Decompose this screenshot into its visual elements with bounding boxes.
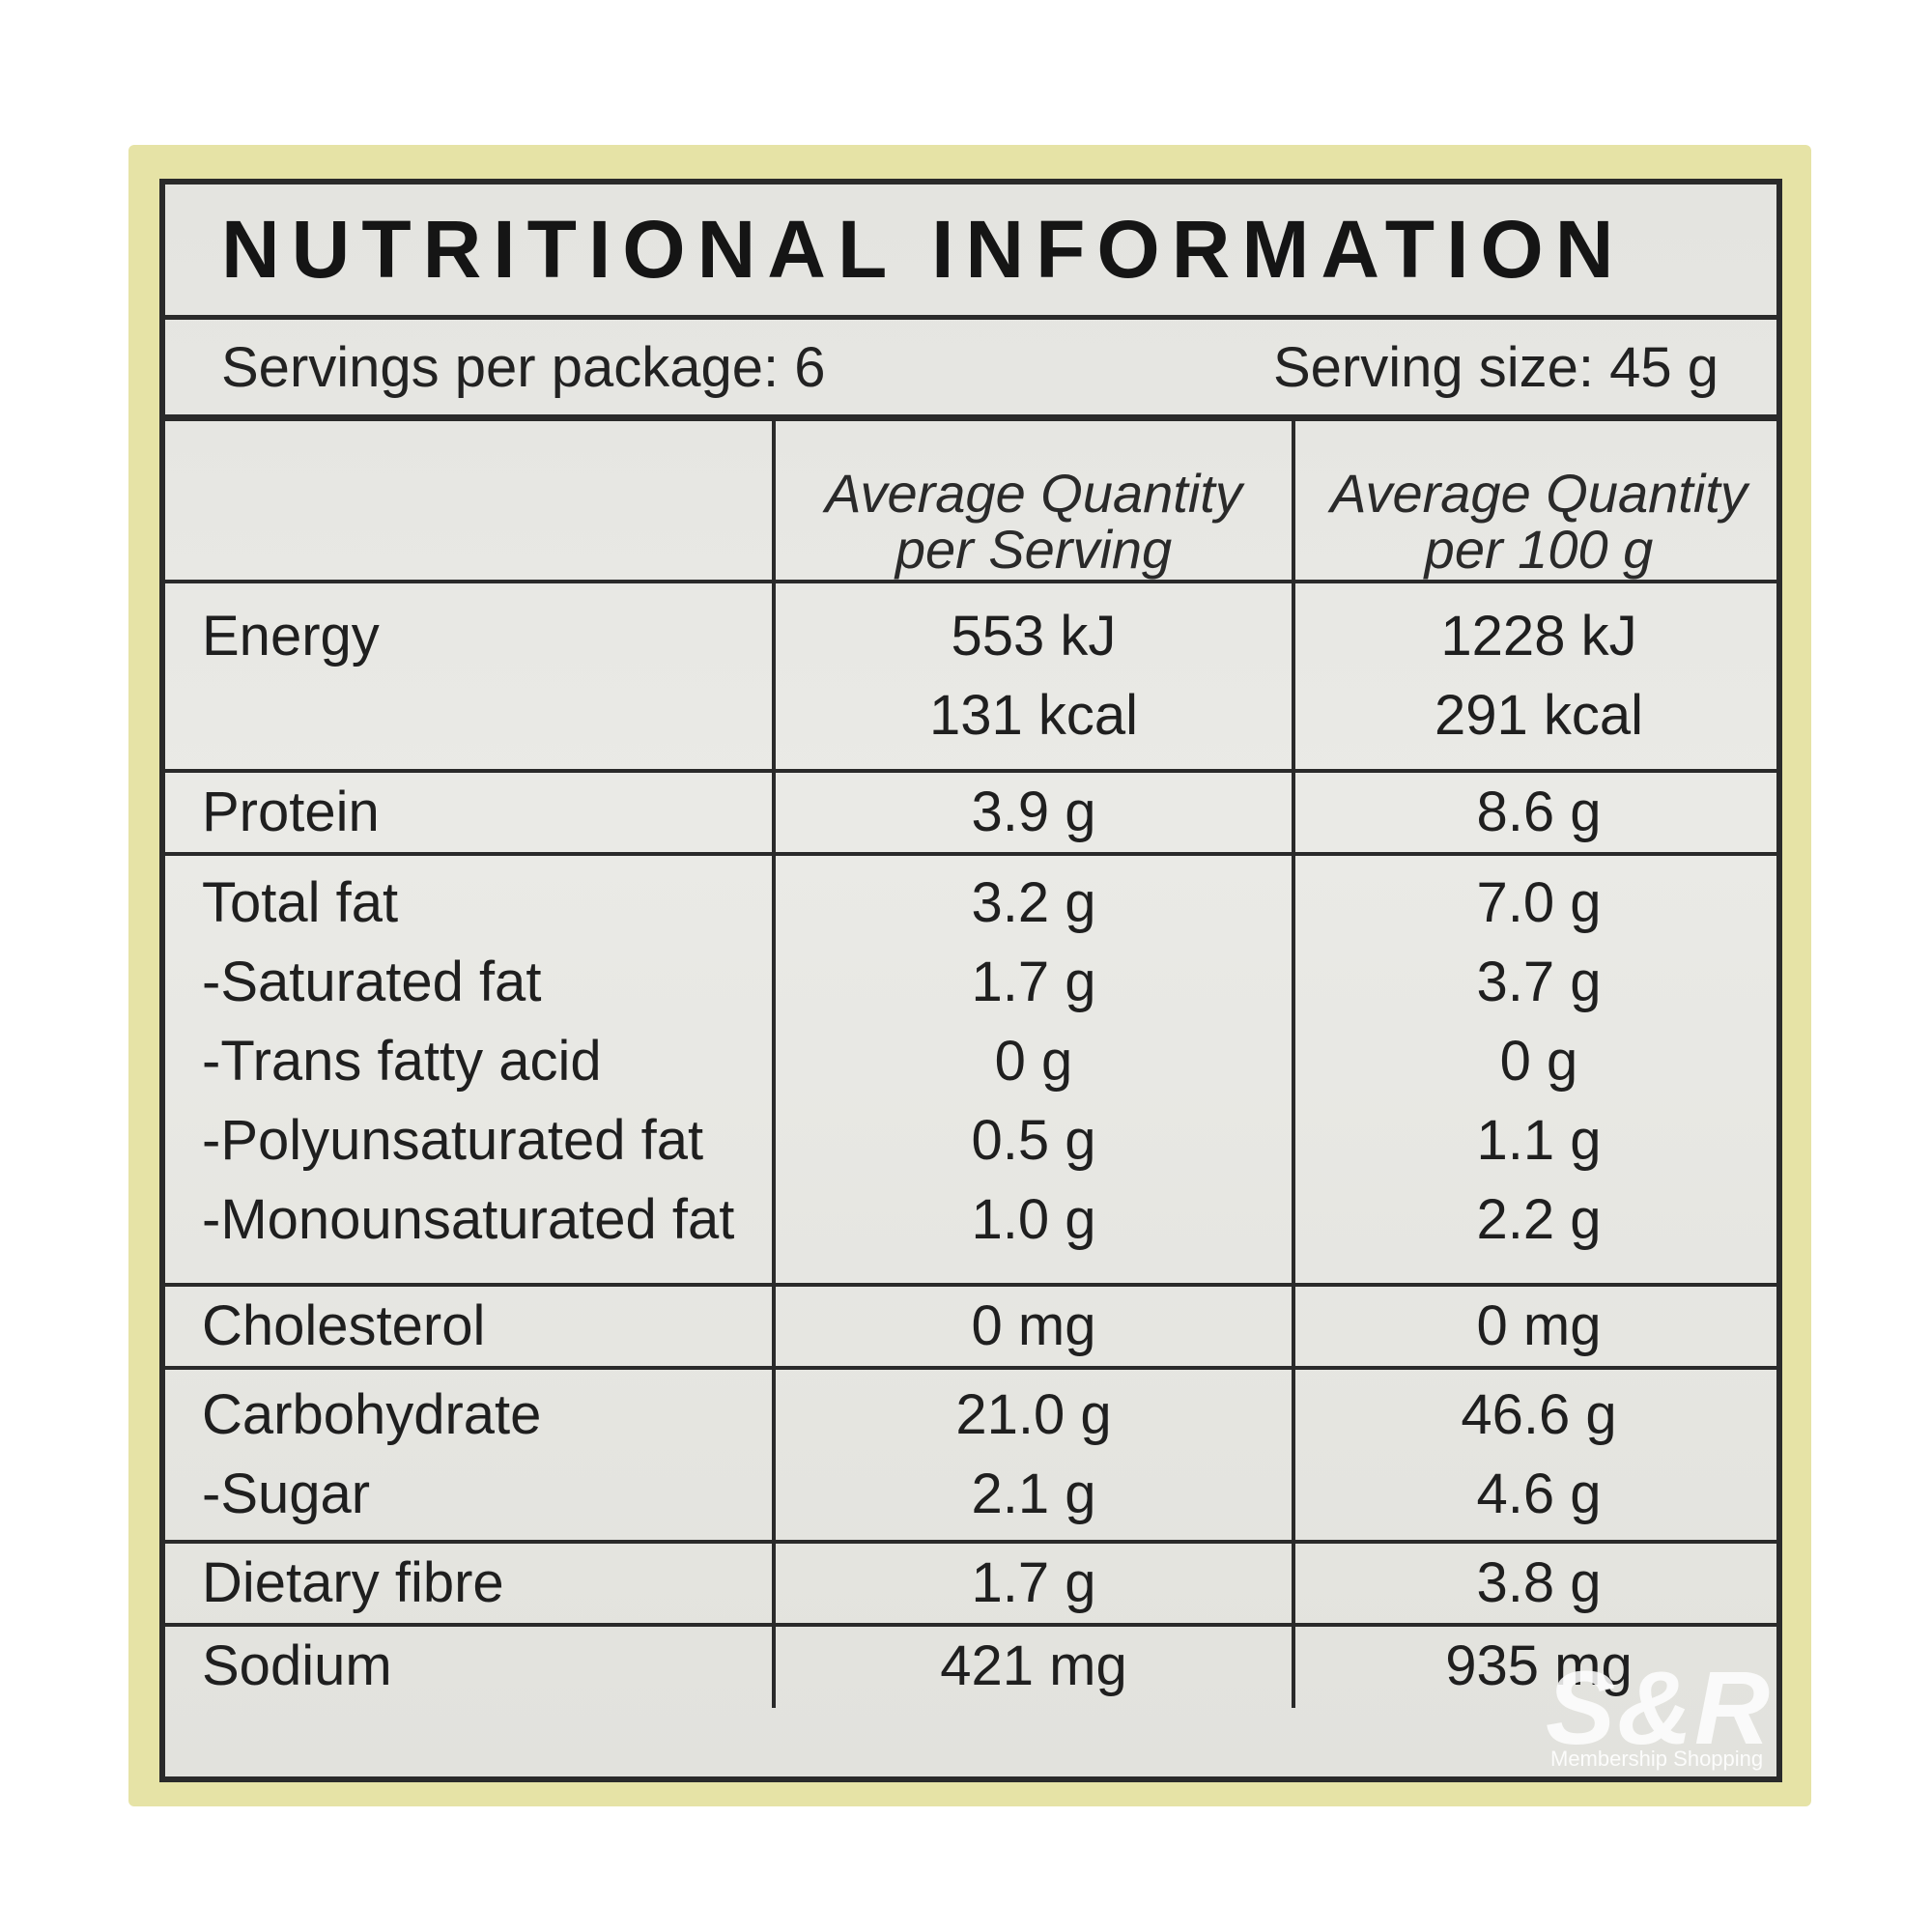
per-100g-cell: 0 mg <box>1295 1287 1782 1366</box>
table-row: Total fat -Saturated fat -Trans fatty ac… <box>165 856 1776 1287</box>
nutrient-label: Cholesterol <box>202 1294 486 1357</box>
per-100g-value: 0 g <box>1499 1030 1578 1093</box>
per-100g-cell: 8.6 g <box>1295 773 1782 852</box>
per-100g-cell: 46.6 g 4.6 g <box>1295 1370 1782 1540</box>
per-serving-value: 1.7 g <box>971 951 1096 1013</box>
serving-size: Serving size: 45 g <box>1272 335 1719 399</box>
per-serving-value: 1.7 g <box>971 1551 1096 1614</box>
per-serving-value: 421 mg <box>940 1634 1127 1697</box>
nutrient-label-cell: Dietary fibre <box>165 1544 776 1623</box>
per-100g-value: 0 mg <box>1476 1294 1602 1357</box>
per-serving-cell: 421 mg <box>776 1627 1295 1708</box>
nutrient-label: Carbohydrate <box>202 1383 542 1446</box>
nutrient-label-cell: Total fat -Saturated fat -Trans fatty ac… <box>165 856 776 1283</box>
per-100g-cell: 7.0 g 3.7 g 0 g 1.1 g 2.2 g <box>1295 856 1782 1283</box>
per-serving-value: 553 kJ <box>951 605 1117 668</box>
per-serving-value: 3.2 g <box>971 871 1096 934</box>
per-100g-value: 46.6 g <box>1461 1383 1617 1446</box>
header-empty-cell <box>165 421 776 580</box>
per-100g-value: 2.2 g <box>1476 1188 1602 1251</box>
per-serving-cell: 3.9 g <box>776 773 1295 852</box>
per-serving-value: 0 mg <box>971 1294 1096 1357</box>
table-row: Energy 553 kJ 131 kcal 1228 kJ 291 kcal <box>165 583 1776 773</box>
header-per-100g: Average Quantity per 100 g <box>1295 421 1782 580</box>
header-per-100g-line2: per 100 g <box>1424 519 1654 580</box>
header-per-serving-line1: Average Quantity <box>825 463 1242 524</box>
table-row: Dietary fibre 1.7 g 3.8 g <box>165 1544 1776 1627</box>
per-serving-value: 21.0 g <box>955 1383 1112 1446</box>
per-serving-value: 3.9 g <box>971 781 1096 843</box>
nutrition-table: Average Quantity per Serving Average Qua… <box>165 421 1776 1708</box>
nutrient-label-cell: Sodium <box>165 1627 776 1708</box>
nutrient-label: Energy <box>202 605 380 668</box>
per-serving-cell: 21.0 g 2.1 g <box>776 1370 1295 1540</box>
table-row: Carbohydrate -Sugar 21.0 g 2.1 g 46.6 g … <box>165 1370 1776 1544</box>
table-row: Protein 3.9 g 8.6 g <box>165 773 1776 856</box>
per-100g-value: 7.0 g <box>1476 871 1602 934</box>
nutrient-label: -Sugar <box>202 1463 371 1525</box>
nutrient-label: Protein <box>202 781 380 843</box>
per-100g-value: 935 mg <box>1445 1634 1633 1697</box>
per-serving-value: 1.0 g <box>971 1188 1096 1251</box>
nutrient-label <box>202 676 772 755</box>
nutrient-label-cell: Carbohydrate -Sugar <box>165 1370 776 1540</box>
servings-row: Servings per package: 6 Serving size: 45… <box>165 320 1776 421</box>
nutrient-label: -Trans fatty acid <box>202 1030 602 1093</box>
per-100g-value: 291 kcal <box>1434 684 1644 747</box>
per-serving-cell: 3.2 g 1.7 g 0 g 0.5 g 1.0 g <box>776 856 1295 1283</box>
header-per-100g-line1: Average Quantity <box>1330 463 1747 524</box>
per-100g-value: 1228 kJ <box>1440 605 1637 668</box>
nutrient-label-cell: Protein <box>165 773 776 852</box>
nutrient-label: -Monounsaturated fat <box>202 1188 735 1251</box>
per-serving-cell: 553 kJ 131 kcal <box>776 583 1295 769</box>
nutrient-label-cell: Energy <box>165 583 776 769</box>
header-per-serving: Average Quantity per Serving <box>776 421 1295 580</box>
per-100g-cell: 935 mg <box>1295 1627 1782 1708</box>
nutrition-panel: NUTRITIONAL INFORMATION Servings per pac… <box>159 179 1782 1782</box>
per-serving-cell: 0 mg <box>776 1287 1295 1366</box>
nutrient-label: Sodium <box>202 1634 392 1697</box>
per-serving-value: 2.1 g <box>971 1463 1096 1525</box>
per-100g-value: 1.1 g <box>1476 1109 1602 1172</box>
per-100g-cell: 3.8 g <box>1295 1544 1782 1623</box>
per-serving-cell: 1.7 g <box>776 1544 1295 1623</box>
table-row: Cholesterol 0 mg 0 mg <box>165 1287 1776 1370</box>
table-header-row: Average Quantity per Serving Average Qua… <box>165 421 1776 583</box>
per-100g-value: 3.8 g <box>1476 1551 1602 1614</box>
per-100g-value: 3.7 g <box>1476 951 1602 1013</box>
panel-title: NUTRITIONAL INFORMATION <box>165 185 1776 320</box>
brand-watermark-tagline: Membership Shopping <box>1550 1747 1764 1771</box>
nutrient-label-cell: Cholesterol <box>165 1287 776 1366</box>
brand-watermark: S&R <box>1546 1649 1773 1766</box>
nutrient-label: Dietary fibre <box>202 1551 504 1614</box>
nutrient-label: -Polyunsaturated fat <box>202 1109 704 1172</box>
per-100g-cell: 1228 kJ 291 kcal <box>1295 583 1782 769</box>
nutrient-label: Total fat <box>202 871 399 934</box>
servings-per-package: Servings per package: 6 <box>221 335 826 399</box>
per-100g-value: 4.6 g <box>1476 1463 1602 1525</box>
per-serving-value: 0.5 g <box>971 1109 1096 1172</box>
header-per-serving-line2: per Serving <box>895 519 1173 580</box>
per-serving-value: 131 kcal <box>928 684 1139 747</box>
per-100g-value: 8.6 g <box>1476 781 1602 843</box>
per-serving-value: 0 g <box>994 1030 1073 1093</box>
table-row: Sodium 421 mg 935 mg <box>165 1627 1776 1708</box>
nutrient-label: -Saturated fat <box>202 951 542 1013</box>
